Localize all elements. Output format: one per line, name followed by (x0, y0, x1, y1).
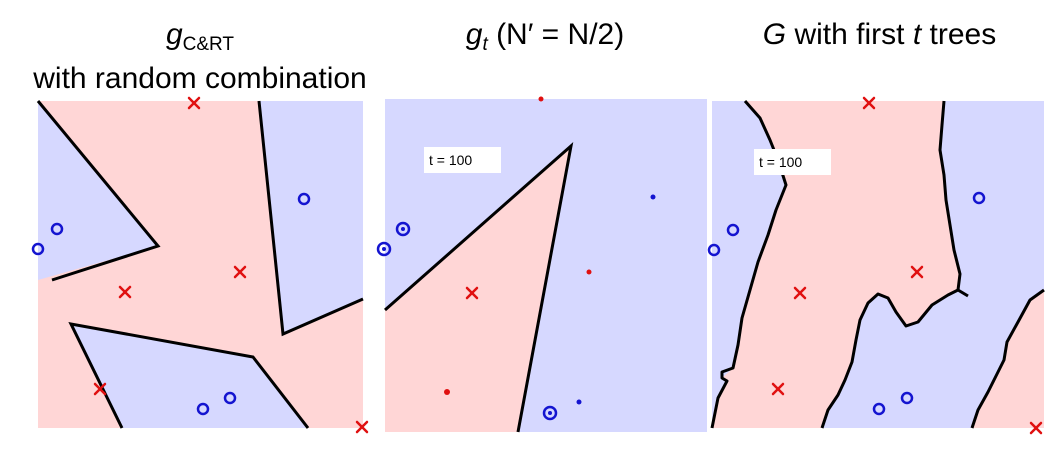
panel1-plot (31, 96, 369, 434)
panel2-small-cross (586, 269, 592, 275)
panel2-boundary (384, 142, 574, 433)
panel2-small-cross (444, 389, 450, 395)
panel2-small-circle (576, 399, 582, 405)
panel2-small-circle (650, 194, 656, 200)
panel3-title: G with first t trees (762, 18, 997, 51)
panel2-iteration-box (424, 147, 501, 173)
panel3-iteration-box (754, 149, 831, 175)
panel2-circle (395, 221, 411, 237)
panel3-boundary-middle (820, 288, 969, 429)
panel3-red-region-main (712, 101, 960, 428)
panel2-small-cross (538, 96, 544, 102)
panel2-circle (376, 241, 392, 257)
panel2-circle-dot (548, 411, 552, 415)
panel1-boundary-bottom (68, 321, 310, 429)
panel3-red-region-bottomright (972, 290, 1044, 428)
panel3-boundary-bottomright (970, 288, 1045, 429)
panel2-iteration-label: t = 100 (429, 152, 472, 168)
panel2-circle-dot (382, 247, 386, 251)
panel1-title: gC&RT with random combination (33, 18, 367, 95)
panel2-plot: t = 100 (376, 96, 707, 433)
panel1-blue-region-left (38, 101, 158, 280)
panel3-iteration-label: t = 100 (759, 154, 802, 170)
panel2-red-region (385, 146, 571, 432)
panel2-title: gt (N′ = N/2) (465, 18, 625, 55)
panel2-circle (542, 405, 558, 421)
panel1-boundary-left (36, 100, 161, 282)
panel2-circle-dot (401, 227, 405, 231)
panel1-boundary-right (257, 100, 364, 337)
panel1-blue-region-bottom (71, 324, 308, 428)
panel3-boundary-right (938, 100, 962, 291)
panel3-plot: t = 100 (707, 96, 1045, 435)
panel1-blue-region-right (259, 101, 363, 334)
